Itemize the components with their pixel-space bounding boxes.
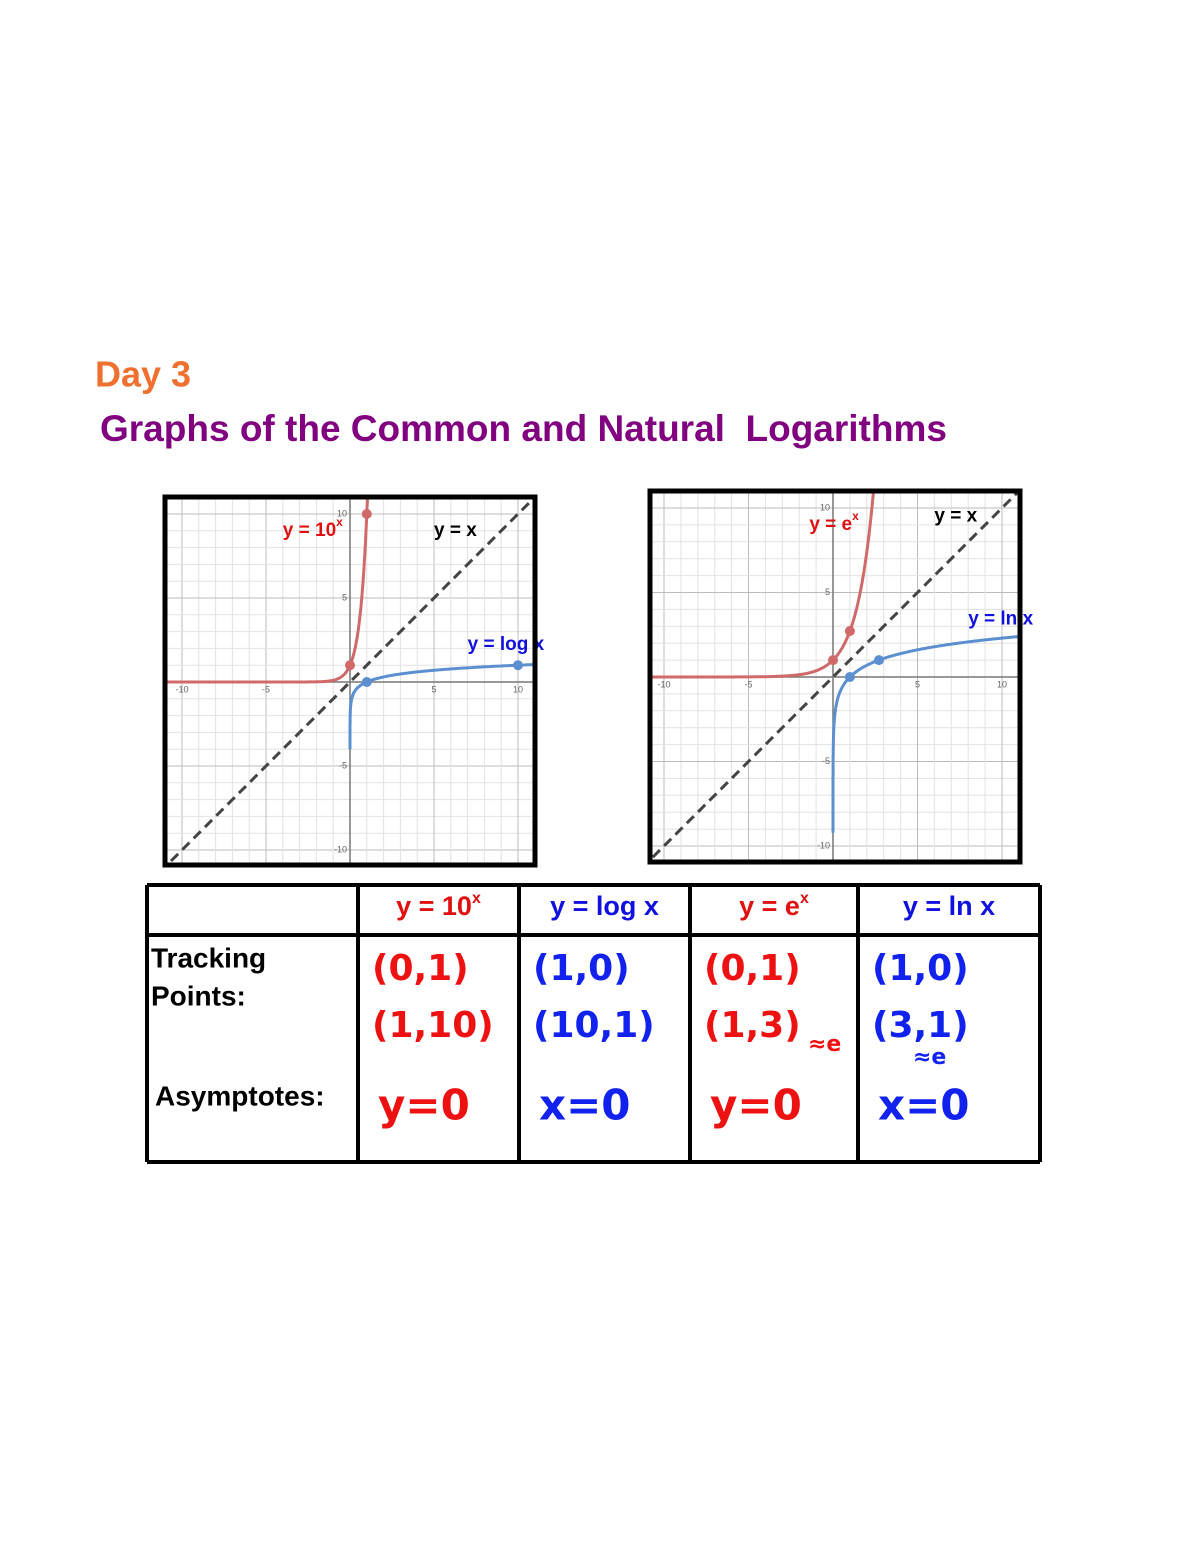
x-tick-label: 5 <box>915 679 920 689</box>
exp-point <box>345 660 355 671</box>
x-tick-label: 10 <box>513 684 523 694</box>
graph-frame <box>162 494 538 868</box>
column-header: y = log x <box>550 891 659 921</box>
tracking-point: (0,1) <box>372 948 469 989</box>
y-tick-label: -10 <box>817 840 830 850</box>
log-label: y = ln x <box>968 609 1033 630</box>
log-point <box>873 655 884 666</box>
x-tick-label: -10 <box>657 679 670 689</box>
x-tick-label: -5 <box>262 684 270 694</box>
log-point <box>361 677 372 687</box>
y-tick-label: 10 <box>337 508 347 518</box>
exp-label: y = ex <box>809 509 859 535</box>
column-header-base: y = log x <box>550 891 659 921</box>
column-header-base: y = 10 <box>396 891 472 921</box>
column-header: y = ex <box>739 890 809 921</box>
column-header-sup: x <box>472 890 481 907</box>
y-tick-label: 5 <box>342 592 347 602</box>
tracking-point: (0,1) <box>704 948 801 989</box>
day-label: Day 3 <box>95 354 191 395</box>
exp-label-base: y = 10 <box>283 520 336 541</box>
asymptote: x=0 <box>878 1081 970 1130</box>
log-point <box>513 660 523 671</box>
row-label: Tracking <box>151 942 266 973</box>
exp-curve <box>650 491 876 679</box>
asymptote: y=0 <box>378 1081 470 1130</box>
exp-point <box>828 655 838 666</box>
y-tick-label: -10 <box>334 844 347 854</box>
tracking-point: (3,1) <box>872 1005 969 1046</box>
asymptote: x=0 <box>539 1081 631 1130</box>
y-tick-label: -5 <box>822 756 830 766</box>
tracking-point: (1,3) <box>704 1005 801 1046</box>
column-header: y = ln x <box>903 891 995 921</box>
line-label: y = x <box>934 505 977 526</box>
exp-curve <box>165 497 370 684</box>
column-header-sup: x <box>800 890 809 907</box>
exp-point <box>844 626 855 637</box>
log-curve <box>348 662 535 750</box>
column-header-base: y = ln x <box>903 891 995 921</box>
x-tick-label: -5 <box>744 679 752 689</box>
asymptote: y=0 <box>710 1081 802 1130</box>
tracking-note: ≈e <box>808 1032 841 1057</box>
column-header-base: y = e <box>739 891 800 921</box>
plot-area: -10 -10 -5 -5 5 5 10 10 <box>165 497 535 865</box>
exp-label-base: y = e <box>809 514 852 535</box>
tracking-point: (1,0) <box>533 948 630 989</box>
y-tick-label: 5 <box>825 587 830 597</box>
exp-label-sup: x <box>852 509 859 523</box>
tracking-note: ≈e <box>913 1045 946 1070</box>
exp-label: y = 10x <box>283 515 343 541</box>
tracking-point: (1,0) <box>872 948 969 989</box>
exp-point <box>361 509 372 519</box>
exp-label-sup: x <box>336 515 343 529</box>
tracking-point: (1,10) <box>372 1005 494 1046</box>
y-tick-label: 10 <box>820 502 830 512</box>
log-label: y = log x <box>468 634 545 655</box>
row-label: Points: <box>151 980 246 1011</box>
page-title: Graphs of the Common and Natural Logarit… <box>100 408 947 449</box>
summary-table: y = 10x(0,1)(1,10)y=0y = log x(1,0)(10,1… <box>145 883 1042 1164</box>
row-label: Asymptotes: <box>155 1080 325 1111</box>
y-tick-label: -5 <box>339 760 347 770</box>
log-curve <box>831 634 1020 833</box>
x-tick-label: -10 <box>175 684 188 694</box>
tracking-point: (10,1) <box>533 1005 655 1046</box>
column-header: y = 10x <box>396 890 481 921</box>
log-point <box>844 672 855 682</box>
x-tick-label: 5 <box>431 684 436 694</box>
line-label: y = x <box>434 520 477 541</box>
graph-frame <box>647 488 1023 865</box>
x-tick-label: 10 <box>997 679 1007 689</box>
